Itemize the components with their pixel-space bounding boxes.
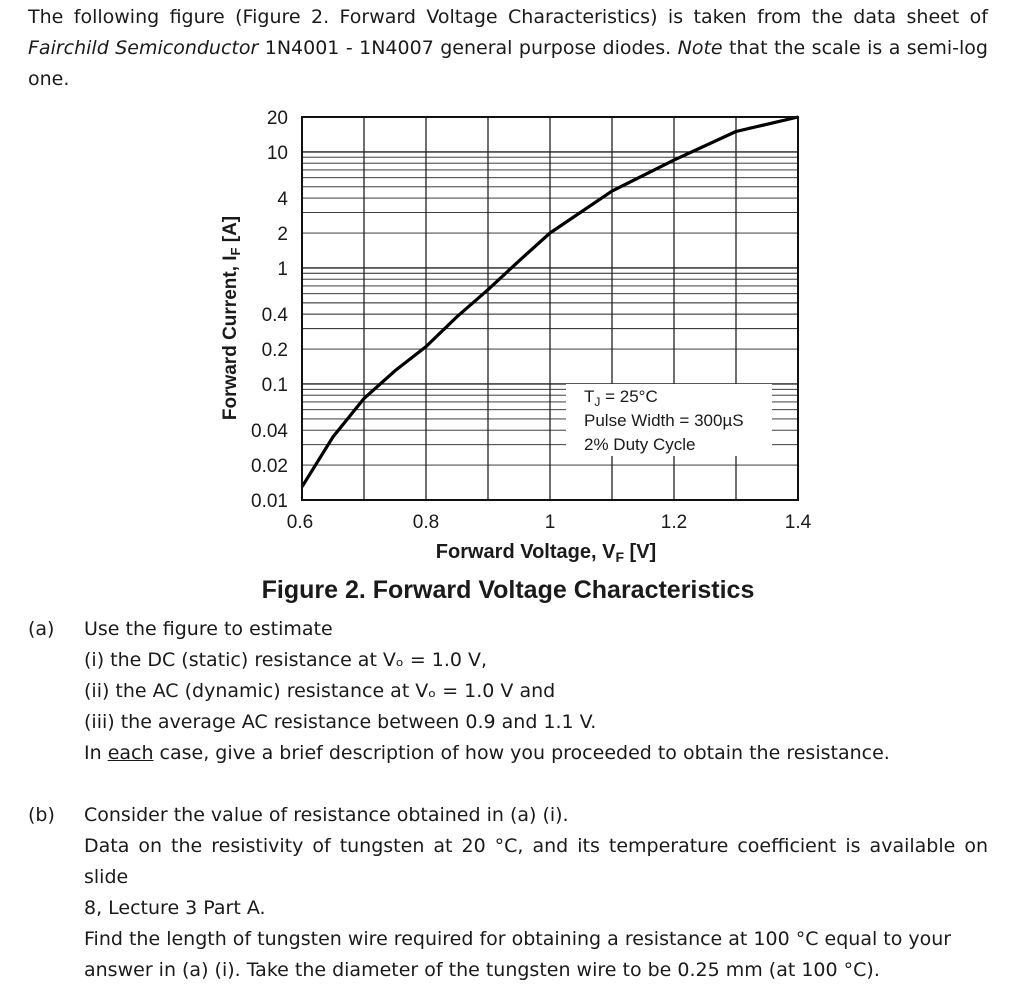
question-b-line: Consider the value of resistance obtaine…	[84, 800, 988, 831]
y-tick-label: 0.1	[262, 375, 288, 396]
question-a-line: (iii) the average AC resistance between …	[84, 707, 988, 738]
x-tick-label: 0.6	[287, 512, 313, 533]
chart-title: Figure 2. Forward Voltage Characteristic…	[262, 576, 755, 604]
question-a-label: (a)	[28, 614, 78, 645]
y-axis-label: Forward Current, IF [A]	[220, 216, 243, 420]
y-tick-label: 0.2	[262, 340, 288, 361]
last-line-post: case, give a brief description of how yo…	[154, 742, 890, 764]
question-a-last-line: In each case, give a brief description o…	[84, 738, 988, 769]
question-a-line: Use the figure to estimate	[84, 614, 988, 645]
x-tick-label: 1	[545, 512, 556, 533]
x-tick-label: 1.2	[661, 512, 687, 533]
y-tick-label: 0.4	[262, 305, 289, 326]
question-b-label: (b)	[28, 800, 78, 831]
y-tick-label: 10	[267, 143, 288, 164]
y-tick-label: 4	[277, 189, 288, 210]
annotation-line: Pulse Width = 300µS	[584, 411, 744, 430]
forward-voltage-chart: 20 10 4 2 1 0.4 0.2 0.1 0.04 0.02 0.010.6 0.8 1 1.2 1.…	[0, 0, 1024, 620]
y-tick-label: 20	[267, 108, 288, 129]
last-line-pre: In	[84, 742, 108, 764]
chart-tick-labels: 20 10 4 2 1 0.4 0.2 0.1 0.04 0.02 0.010.6 0.8 1 1.2 1.…	[251, 108, 812, 533]
question-b-line: Find the length of tungsten wire require…	[84, 924, 988, 955]
annotation-line: 2% Duty Cycle	[584, 435, 695, 454]
x-tick-label: 0.8	[413, 512, 439, 533]
y-tick-label: 1	[277, 259, 288, 280]
question-b-body: Consider the value of resistance obtaine…	[84, 800, 988, 986]
y-tick-label: 0.02	[251, 456, 288, 477]
question-a-body: Use the figure to estimate (i) the DC (s…	[84, 614, 988, 769]
question-b-line: Data on the resistivity of tungsten at 2…	[84, 831, 988, 893]
x-axis-label: Forward Voltage, VF [V]	[436, 541, 656, 565]
y-tick-label: 0.01	[251, 491, 288, 512]
question-a-line: (i) the DC (static) resistance at Vₒ = 1…	[84, 645, 988, 676]
x-tick-label: 1.4	[785, 512, 812, 533]
y-tick-label: 2	[277, 224, 288, 245]
question-b-line: answer in (a) (i). Take the diameter of …	[84, 955, 988, 986]
underlined-each: each	[108, 742, 154, 764]
question-a-line: (ii) the AC (dynamic) resistance at Vₒ =…	[84, 676, 988, 707]
y-tick-label: 0.04	[251, 421, 288, 442]
question-b-line: 8, Lecture 3 Part A.	[84, 893, 988, 924]
